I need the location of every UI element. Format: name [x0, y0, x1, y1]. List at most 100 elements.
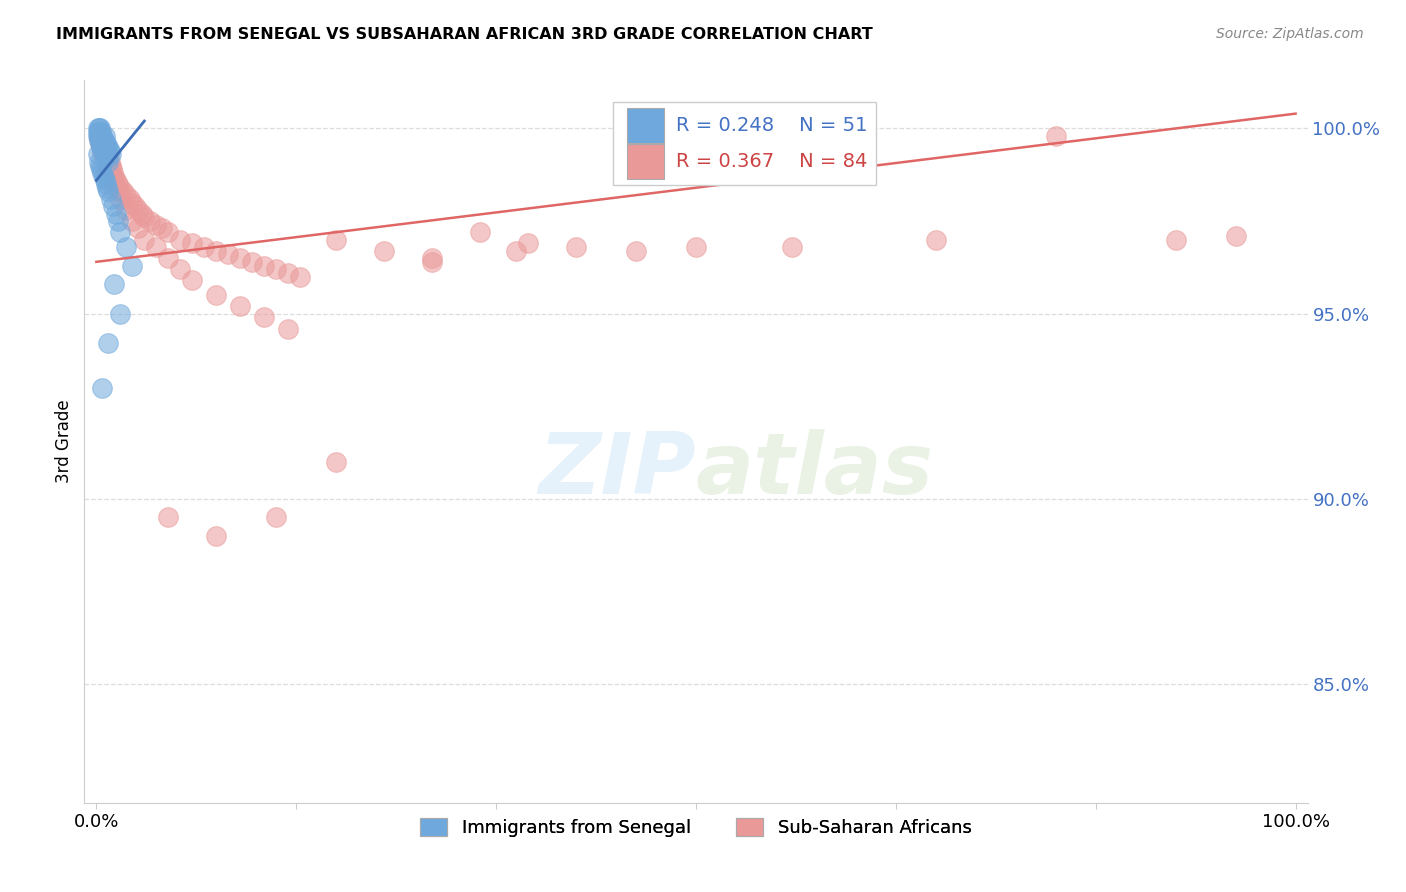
Point	[89, 136, 111, 151]
Point	[1045, 128, 1067, 143]
Point	[101, 166, 124, 180]
Point	[127, 221, 149, 235]
Bar	[627, 145, 664, 179]
Point	[131, 207, 153, 221]
Point	[277, 266, 299, 280]
Point	[139, 214, 162, 228]
Text: atlas: atlas	[696, 429, 934, 512]
Point	[93, 128, 117, 143]
Point	[86, 125, 108, 139]
Point	[517, 236, 540, 251]
Point	[87, 132, 110, 146]
Text: ZIP: ZIP	[538, 429, 696, 512]
Point	[86, 121, 108, 136]
Point	[110, 307, 132, 321]
Point	[264, 510, 287, 524]
Point	[111, 185, 134, 199]
Text: IMMIGRANTS FROM SENEGAL VS SUBSAHARAN AFRICAN 3RD GRADE CORRELATION CHART: IMMIGRANTS FROM SENEGAL VS SUBSAHARAN AF…	[56, 27, 873, 42]
Point	[115, 188, 138, 202]
Point	[101, 199, 124, 213]
Point	[290, 269, 312, 284]
Point	[277, 321, 299, 335]
Point	[96, 151, 118, 165]
Point	[925, 233, 948, 247]
Point	[217, 247, 239, 261]
Point	[157, 510, 180, 524]
Text: R = 0.367    N = 84: R = 0.367 N = 84	[676, 153, 868, 171]
Point	[94, 177, 117, 191]
Point	[90, 132, 112, 146]
Point	[325, 233, 347, 247]
Point	[94, 136, 117, 151]
Point	[94, 144, 117, 158]
Point	[97, 154, 120, 169]
Y-axis label: 3rd Grade: 3rd Grade	[55, 400, 73, 483]
Point	[121, 214, 143, 228]
Point	[103, 277, 125, 291]
Point	[229, 251, 252, 265]
Point	[181, 236, 204, 251]
Point	[87, 154, 110, 169]
Point	[373, 244, 395, 258]
Point	[101, 162, 124, 177]
Point	[124, 199, 146, 213]
Point	[86, 147, 108, 161]
Point	[157, 251, 180, 265]
Point	[96, 180, 118, 194]
Point	[110, 192, 132, 206]
Point	[91, 136, 114, 151]
Point	[93, 151, 117, 165]
Point	[565, 240, 588, 254]
Point	[115, 202, 138, 217]
Point	[94, 147, 117, 161]
Point	[97, 162, 120, 177]
Point	[169, 262, 191, 277]
Point	[107, 185, 129, 199]
Point	[98, 154, 121, 169]
Point	[104, 173, 127, 187]
Point	[505, 244, 527, 258]
Point	[1225, 228, 1247, 243]
Point	[90, 125, 112, 139]
Point	[100, 169, 122, 184]
Point	[181, 273, 204, 287]
Point	[91, 166, 114, 180]
Point	[94, 154, 117, 169]
Point	[97, 140, 120, 154]
Point	[91, 381, 114, 395]
Point	[110, 225, 132, 239]
Point	[93, 132, 115, 146]
Point	[169, 233, 191, 247]
Point	[93, 173, 117, 187]
Point	[90, 140, 112, 154]
Point	[98, 144, 121, 158]
Point	[96, 159, 118, 173]
Point	[325, 455, 347, 469]
Point	[253, 310, 276, 325]
Point	[205, 288, 228, 302]
Point	[93, 140, 115, 154]
Point	[624, 244, 647, 258]
Point	[89, 136, 111, 151]
Point	[87, 128, 110, 143]
Point	[100, 192, 122, 206]
Point	[107, 177, 129, 191]
Point	[90, 162, 112, 177]
Bar	[627, 108, 664, 143]
Point	[121, 195, 143, 210]
Point	[97, 185, 120, 199]
Point	[134, 233, 156, 247]
Point	[89, 125, 111, 139]
Point	[103, 169, 125, 184]
Point	[104, 207, 127, 221]
Point	[93, 147, 115, 161]
Point	[87, 121, 110, 136]
Point	[229, 299, 252, 313]
Point	[205, 529, 228, 543]
Point	[253, 259, 276, 273]
Point	[134, 211, 156, 225]
Point	[100, 147, 122, 161]
Point	[107, 214, 129, 228]
Point	[89, 159, 111, 173]
Point	[89, 121, 111, 136]
